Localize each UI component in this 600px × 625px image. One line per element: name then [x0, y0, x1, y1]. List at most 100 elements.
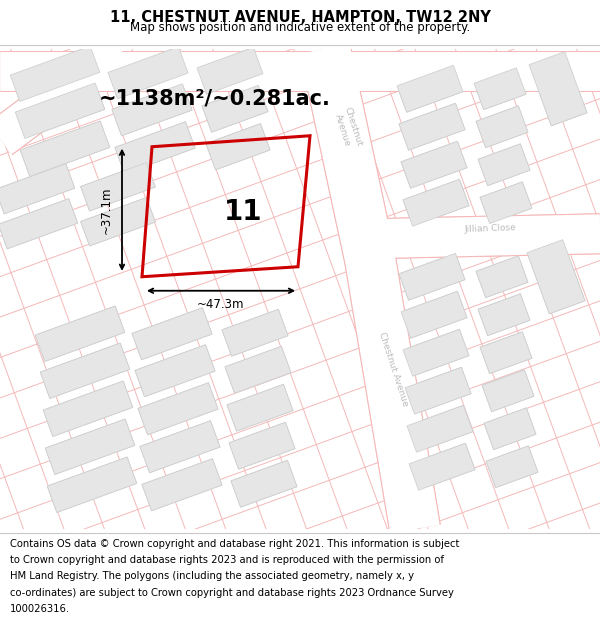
Polygon shape	[108, 47, 188, 99]
Polygon shape	[112, 84, 192, 136]
Polygon shape	[15, 83, 105, 139]
Polygon shape	[401, 291, 467, 338]
Polygon shape	[45, 419, 135, 474]
Polygon shape	[484, 408, 536, 449]
Polygon shape	[132, 308, 212, 360]
Polygon shape	[399, 253, 465, 300]
Polygon shape	[80, 198, 155, 246]
Polygon shape	[45, 419, 135, 474]
Polygon shape	[135, 345, 215, 397]
Polygon shape	[132, 308, 212, 360]
Polygon shape	[529, 52, 587, 126]
Polygon shape	[10, 46, 100, 101]
Polygon shape	[407, 406, 473, 452]
Polygon shape	[229, 422, 295, 469]
Polygon shape	[225, 346, 291, 393]
Polygon shape	[140, 421, 220, 472]
Polygon shape	[20, 121, 110, 176]
Polygon shape	[47, 457, 137, 512]
Polygon shape	[0, 199, 77, 249]
Polygon shape	[482, 370, 534, 412]
Polygon shape	[486, 446, 538, 488]
Polygon shape	[480, 332, 532, 374]
Polygon shape	[409, 443, 475, 490]
Text: Jillian Close: Jillian Close	[464, 223, 516, 234]
Polygon shape	[80, 162, 155, 211]
Polygon shape	[20, 121, 110, 176]
Polygon shape	[486, 446, 538, 488]
Polygon shape	[480, 182, 532, 224]
Polygon shape	[140, 421, 220, 472]
Text: Map shows position and indicative extent of the property.: Map shows position and indicative extent…	[130, 21, 470, 34]
Polygon shape	[222, 309, 288, 356]
Polygon shape	[478, 294, 530, 336]
Polygon shape	[401, 141, 467, 188]
Polygon shape	[478, 144, 530, 186]
Polygon shape	[527, 240, 585, 314]
Polygon shape	[229, 422, 295, 469]
Polygon shape	[480, 182, 532, 224]
Polygon shape	[206, 124, 270, 170]
Polygon shape	[0, 164, 74, 214]
Polygon shape	[231, 461, 297, 507]
Polygon shape	[231, 461, 297, 507]
Text: HM Land Registry. The polygons (including the associated geometry, namely x, y: HM Land Registry. The polygons (includin…	[10, 571, 413, 581]
Polygon shape	[409, 443, 475, 490]
Text: co-ordinates) are subject to Crown copyright and database rights 2023 Ordnance S: co-ordinates) are subject to Crown copyr…	[10, 588, 454, 598]
Polygon shape	[35, 306, 125, 361]
Polygon shape	[527, 240, 585, 314]
Polygon shape	[478, 294, 530, 336]
Polygon shape	[484, 408, 536, 449]
Polygon shape	[227, 384, 293, 431]
Polygon shape	[476, 106, 528, 148]
Polygon shape	[401, 141, 467, 188]
Polygon shape	[476, 256, 528, 298]
Polygon shape	[480, 332, 532, 374]
Polygon shape	[112, 84, 192, 136]
Polygon shape	[397, 66, 463, 112]
Text: ~1138m²/~0.281ac.: ~1138m²/~0.281ac.	[99, 89, 331, 109]
Polygon shape	[108, 47, 188, 99]
Polygon shape	[225, 346, 291, 393]
Polygon shape	[0, 164, 74, 214]
Polygon shape	[529, 52, 587, 126]
Polygon shape	[401, 291, 467, 338]
Polygon shape	[405, 368, 471, 414]
Polygon shape	[403, 179, 469, 226]
Polygon shape	[403, 179, 469, 226]
Polygon shape	[35, 306, 125, 361]
Polygon shape	[478, 144, 530, 186]
Polygon shape	[227, 384, 293, 431]
Polygon shape	[142, 459, 222, 511]
Polygon shape	[197, 48, 263, 94]
Polygon shape	[80, 198, 155, 246]
Polygon shape	[197, 48, 263, 94]
Polygon shape	[222, 309, 288, 356]
Polygon shape	[0, 199, 77, 249]
Polygon shape	[403, 329, 469, 376]
Polygon shape	[399, 103, 465, 150]
Polygon shape	[43, 381, 133, 436]
Text: Chestnut Avenue: Chestnut Avenue	[377, 331, 409, 407]
Polygon shape	[474, 68, 526, 109]
Polygon shape	[405, 368, 471, 414]
Polygon shape	[403, 329, 469, 376]
Text: Chestnut
Avenue: Chestnut Avenue	[332, 106, 364, 151]
Polygon shape	[138, 382, 218, 435]
Polygon shape	[40, 343, 130, 399]
Text: to Crown copyright and database rights 2023 and is reproduced with the permissio: to Crown copyright and database rights 2…	[10, 555, 443, 565]
Polygon shape	[397, 66, 463, 112]
Text: ~47.3m: ~47.3m	[197, 298, 245, 311]
Polygon shape	[476, 256, 528, 298]
Polygon shape	[399, 103, 465, 150]
Text: 11, CHESTNUT AVENUE, HAMPTON, TW12 2NY: 11, CHESTNUT AVENUE, HAMPTON, TW12 2NY	[110, 10, 490, 25]
Text: 11: 11	[224, 198, 263, 226]
Polygon shape	[10, 46, 100, 101]
Polygon shape	[399, 253, 465, 300]
Polygon shape	[482, 370, 534, 412]
Polygon shape	[202, 86, 268, 132]
Polygon shape	[115, 122, 195, 174]
Polygon shape	[80, 162, 155, 211]
Text: ~37.1m: ~37.1m	[100, 186, 113, 234]
Polygon shape	[138, 382, 218, 435]
